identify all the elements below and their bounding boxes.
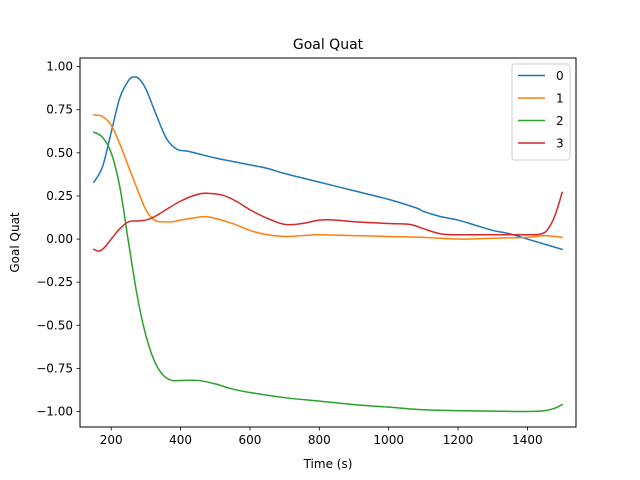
y-tick-label: 0.75 bbox=[46, 103, 73, 117]
y-tick-label: −0.50 bbox=[36, 318, 73, 332]
x-tick-label: 1000 bbox=[373, 433, 404, 447]
x-tick-label: 1200 bbox=[443, 433, 474, 447]
legend-label-3: 3 bbox=[556, 137, 564, 151]
y-tick-label: −0.25 bbox=[36, 275, 73, 289]
series-line-1 bbox=[92, 114, 563, 240]
legend-label-2: 2 bbox=[556, 114, 564, 128]
series-line-0 bbox=[92, 76, 564, 251]
legend-label-1: 1 bbox=[556, 92, 564, 106]
plot-frame bbox=[79, 57, 577, 428]
legend: 0 1 2 3 bbox=[511, 63, 571, 161]
y-axis-ticks: 1.00 0.75 0.50 0.25 0.00 −0.25 −0.50 −0.75 −1.00 bbox=[36, 60, 80, 418]
series-line-3 bbox=[92, 191, 564, 252]
legend-label-0: 0 bbox=[556, 69, 564, 83]
y-tick-label: 0.50 bbox=[46, 146, 73, 160]
x-tick-label: 600 bbox=[239, 433, 262, 447]
legend-box bbox=[511, 63, 571, 161]
y-tick-label: 0.00 bbox=[46, 232, 73, 246]
y-tick-label: −0.75 bbox=[36, 361, 73, 375]
x-tick-label: 800 bbox=[308, 433, 331, 447]
y-tick-label: 0.25 bbox=[46, 189, 73, 203]
series-line-2 bbox=[92, 131, 564, 413]
y-axis-label: Goal Quat bbox=[8, 212, 22, 273]
x-axis-label: Time (s) bbox=[303, 457, 353, 471]
y-tick-label: −1.00 bbox=[36, 404, 73, 418]
x-tick-label: 400 bbox=[169, 433, 192, 447]
chart-title: Goal Quat bbox=[293, 37, 364, 53]
x-tick-label: 200 bbox=[100, 433, 123, 447]
x-tick-label: 1400 bbox=[512, 433, 543, 447]
x-axis-ticks: 200 400 600 800 1000 1200 1400 bbox=[100, 427, 543, 447]
y-tick-label: 1.00 bbox=[46, 60, 73, 74]
plot-marks bbox=[92, 76, 564, 413]
